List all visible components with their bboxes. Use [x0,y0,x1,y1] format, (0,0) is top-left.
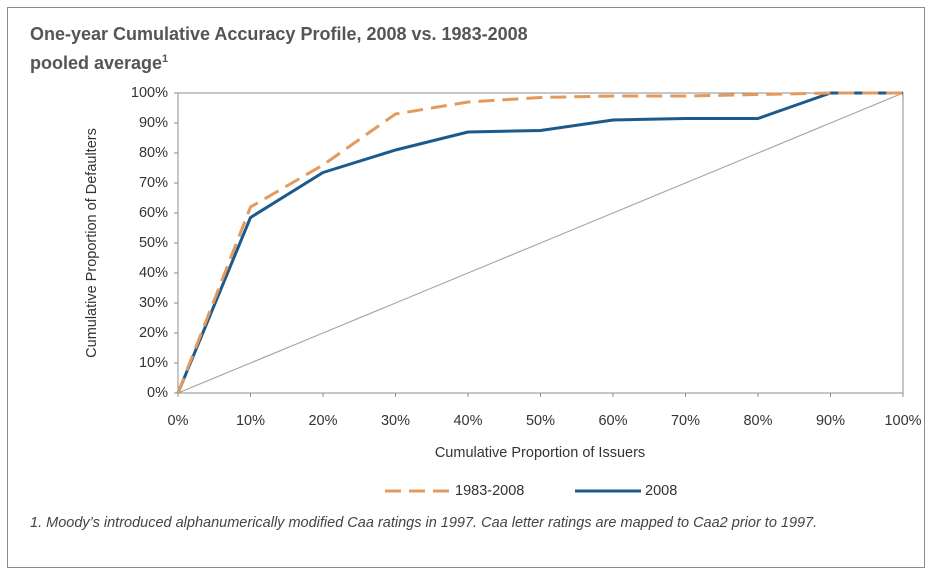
legend-label: 2008 [645,483,677,499]
legend-label: 1983-2008 [455,483,524,499]
y-tick-label: 70% [139,175,168,191]
y-tick-label: 80% [139,145,168,161]
x-axis-title: Cumulative Proportion of Issuers [435,445,645,461]
title-text: One-year Cumulative Accuracy Profile, 20… [30,24,528,73]
x-tick-label: 30% [381,413,410,429]
series-line [176,91,903,394]
x-tick-label: 40% [453,413,482,429]
y-tick-label: 30% [139,295,168,311]
x-tick-label: 60% [598,413,627,429]
footnote: 1. Moody’s introduced alphanumerically m… [30,515,818,531]
series-line [176,91,903,394]
x-tick-label: 100% [884,413,921,429]
y-axis-title: Cumulative Proportion of Defaulters [84,128,100,358]
series-line [177,92,904,394]
y-tick-label: 90% [139,115,168,131]
x-tick-label: 10% [236,413,265,429]
x-tick-label: 90% [816,413,845,429]
x-tick-label: 80% [743,413,772,429]
x-tick-label: 0% [168,413,189,429]
y-tick-label: 50% [139,235,168,251]
x-tick-label: 50% [526,413,555,429]
chart-title: One-year Cumulative Accuracy Profile, 20… [30,20,590,78]
y-tick-label: 60% [139,205,168,221]
y-tick-label: 0% [147,385,168,401]
y-tick-label: 10% [139,355,168,371]
y-tick-label: 100% [131,85,168,101]
title-superscript: 1 [162,53,169,65]
x-tick-label: 70% [671,413,700,429]
y-tick-label: 40% [139,265,168,281]
frame [7,7,925,568]
y-tick-label: 20% [139,325,168,341]
x-tick-label: 20% [308,413,337,429]
